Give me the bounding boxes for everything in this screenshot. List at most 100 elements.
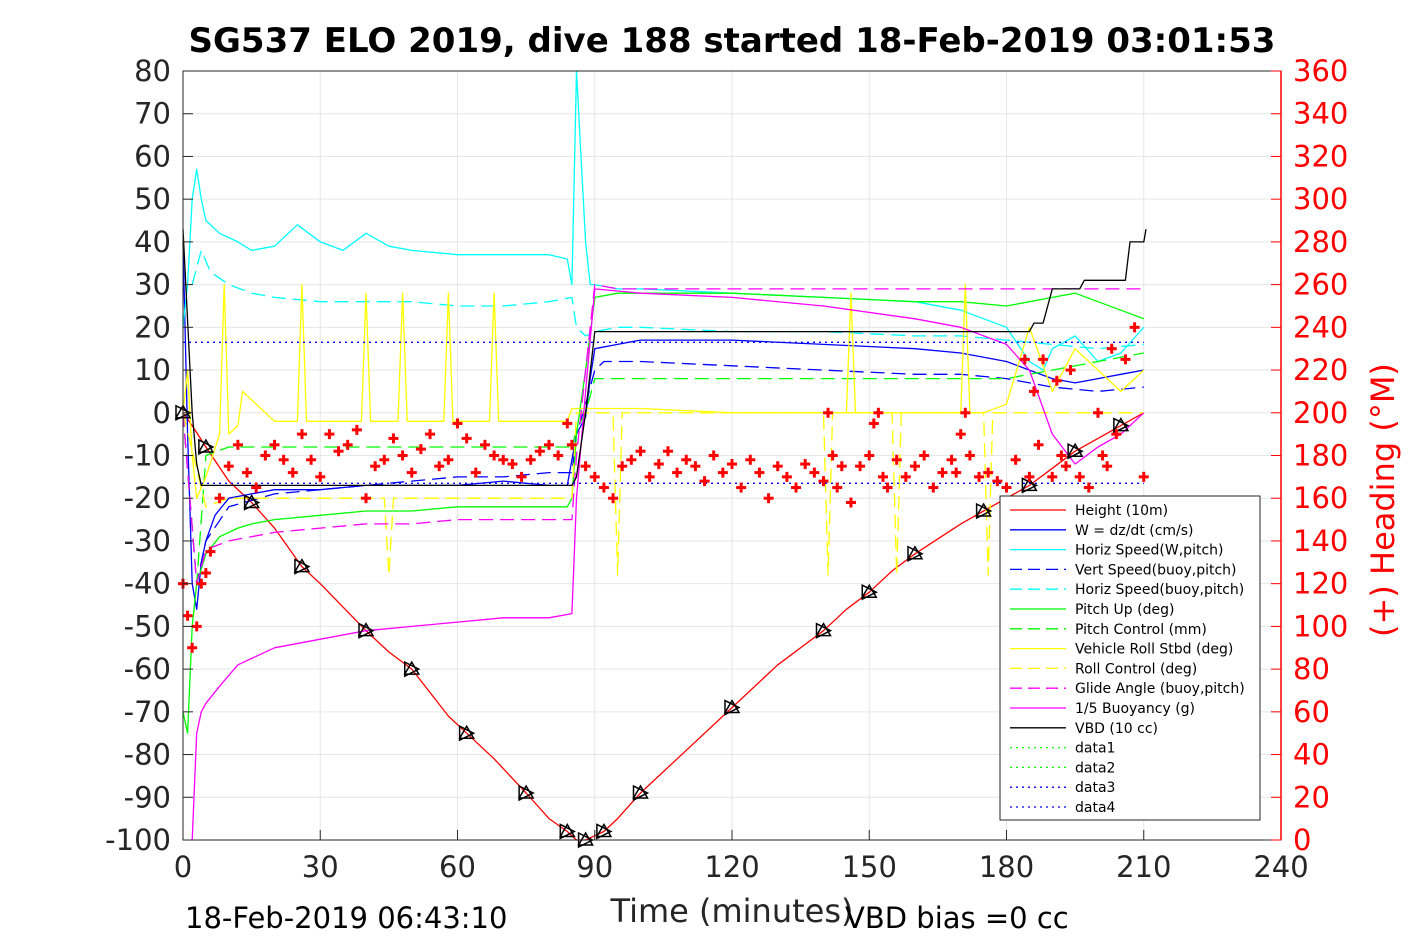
heading-point <box>818 476 829 487</box>
heading-point <box>1106 343 1117 354</box>
heading-point <box>269 439 280 450</box>
y-right-tick-label: 200 <box>1293 396 1348 430</box>
heading-point <box>1051 375 1062 386</box>
y-left-tick-label: 50 <box>134 182 171 216</box>
heading-point <box>223 461 234 472</box>
y-left-tick-label: -40 <box>124 567 171 601</box>
heading-point <box>823 407 834 418</box>
legend-label: Horiz Speed(buoy,pitch) <box>1075 582 1244 598</box>
heading-point <box>260 450 271 461</box>
right-axis-label: (+) Heading (°M) <box>1364 363 1402 637</box>
legend: Height (10m) W = dz/dt (cm/s) Horiz Speed(… <box>999 495 1261 821</box>
depth-point <box>1066 442 1084 460</box>
heading-point <box>191 621 202 632</box>
legend-label: data1 <box>1075 741 1115 757</box>
heading-point <box>877 471 888 482</box>
heading-point <box>205 546 216 557</box>
legend-label: Pitch Up (deg) <box>1075 602 1174 618</box>
y-right-tick-label: 160 <box>1293 481 1348 515</box>
heading-point <box>507 459 518 470</box>
heading-point <box>891 454 902 465</box>
heading-point <box>342 439 353 450</box>
heading-point <box>1047 471 1058 482</box>
heading-point <box>434 461 445 472</box>
heading-point <box>1097 450 1108 461</box>
heading-point <box>525 454 536 465</box>
heading-point <box>635 446 646 457</box>
heading-point <box>388 433 399 444</box>
heading-point <box>598 482 609 493</box>
depth-point <box>860 583 878 601</box>
heading-point <box>928 482 939 493</box>
legend-label: Height (10m) <box>1075 503 1168 519</box>
heading-point <box>315 471 326 482</box>
heading-point <box>855 461 866 472</box>
y-left-tick-label: -80 <box>124 738 171 772</box>
heading-point <box>406 467 417 478</box>
heading-point <box>951 467 962 478</box>
heading-point <box>187 642 198 653</box>
y-right-tick-label: 240 <box>1293 310 1348 344</box>
heading-point <box>960 407 971 418</box>
legend-label: data2 <box>1075 760 1115 776</box>
depth-point <box>595 822 613 840</box>
depth-point <box>517 784 535 802</box>
depth-point <box>1112 417 1130 434</box>
heading-point <box>544 439 554 450</box>
heading-point <box>836 461 847 472</box>
heading-point <box>617 461 628 472</box>
depth-point <box>723 699 741 716</box>
heading-point <box>910 461 920 472</box>
depth-point <box>906 545 924 562</box>
legend-label: VBD (10 cc) <box>1075 721 1158 737</box>
heading-point <box>1060 461 1071 472</box>
x-tick-label: 150 <box>842 850 897 884</box>
heading-point <box>791 482 802 493</box>
series-group <box>182 70 1147 841</box>
heading-point <box>1102 461 1113 472</box>
y-right-tick-label: 320 <box>1293 139 1348 173</box>
legend-label: Glide Angle (buoy,pitch) <box>1075 681 1245 697</box>
heading-point <box>1120 354 1131 365</box>
series-line-pitch-control-mm <box>182 352 1144 585</box>
depth-point <box>293 558 311 575</box>
heading-point <box>232 439 243 450</box>
depth-point <box>558 822 576 840</box>
heading-point <box>662 446 673 457</box>
y-left-tick-label: -20 <box>124 481 171 515</box>
heading-point <box>553 450 564 461</box>
y-left-tick-label: 0 <box>153 396 171 430</box>
heading-point <box>351 424 362 435</box>
y-right-tick-label: 100 <box>1293 609 1348 643</box>
heading-point <box>736 482 747 493</box>
heading-point <box>324 429 335 440</box>
depth-point <box>197 438 215 456</box>
heading-point <box>200 567 211 578</box>
heading-point <box>827 450 838 461</box>
x-tick-label: 0 <box>174 850 192 884</box>
heading-point <box>278 454 289 465</box>
y-right-tick-label: 140 <box>1293 524 1348 558</box>
heading-point <box>397 450 408 461</box>
legend-label: Pitch Control (mm) <box>1075 622 1207 638</box>
heading-point <box>772 461 783 472</box>
y-right-tick-label: 60 <box>1293 695 1330 729</box>
heading-point <box>681 454 692 465</box>
heading-point <box>306 454 317 465</box>
heading-point <box>626 454 637 465</box>
y-right-tick-label: 180 <box>1293 439 1348 473</box>
series-line-horiz-speed-w-pitch <box>182 70 1145 371</box>
y-right-tick-label: 20 <box>1293 780 1330 814</box>
depth-point <box>243 494 261 511</box>
heading-point <box>333 446 344 457</box>
y-left-tick-label: -10 <box>124 439 171 473</box>
heading-point <box>1083 482 1094 493</box>
heading-point <box>644 471 655 482</box>
y-left-tick-label: 70 <box>134 97 171 131</box>
heading-point <box>370 461 381 472</box>
heading-point <box>1028 386 1039 397</box>
heading-point <box>516 471 527 482</box>
heading-point <box>763 493 774 504</box>
heading-point <box>534 446 545 457</box>
vbd-bias-note: VBD bias =0 cc <box>845 901 1069 935</box>
